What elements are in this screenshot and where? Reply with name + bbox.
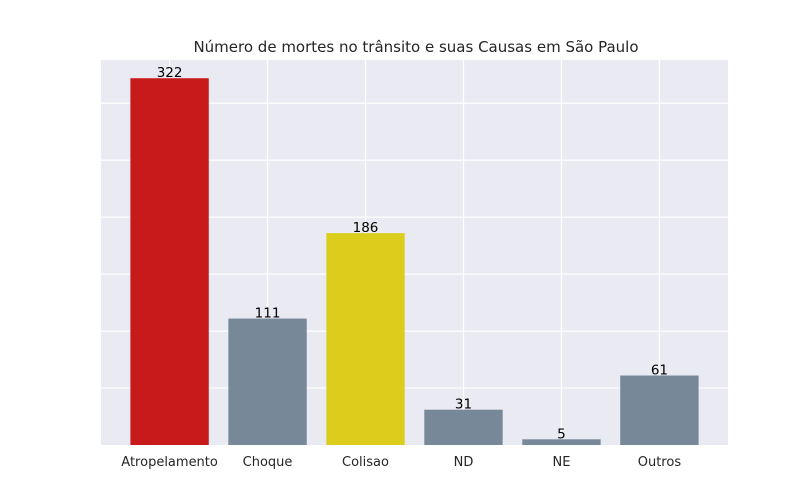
data-label-atropelamento: 322 xyxy=(157,65,183,81)
data-label-ne: 5 xyxy=(557,426,566,442)
bar-outros xyxy=(620,375,699,445)
bar-nd xyxy=(424,409,503,445)
x-tick-label-choque: Choque xyxy=(243,455,293,470)
x-tick-label-atropelamento: Atropelamento xyxy=(121,455,218,470)
bar-colisao xyxy=(326,233,405,445)
data-label-colisao: 186 xyxy=(353,220,379,236)
bars xyxy=(130,78,699,445)
x-tick-label-nd: ND xyxy=(454,455,474,470)
bar-choque xyxy=(228,318,307,445)
chart-title: Número de mortes no trânsito e suas Caus… xyxy=(193,38,638,56)
bar-atropelamento xyxy=(130,78,209,445)
data-label-choque: 111 xyxy=(255,306,281,322)
data-label-nd: 31 xyxy=(455,397,472,413)
x-tick-label-outros: Outros xyxy=(638,455,682,470)
data-label-outros: 61 xyxy=(651,363,668,379)
x-tick-label-colisao: Colisao xyxy=(342,455,389,470)
x-tick-labels: Atropelamento Choque Colisao ND NE Outros xyxy=(121,455,681,470)
bar-ne xyxy=(522,439,601,445)
x-tick-label-ne: NE xyxy=(552,455,570,470)
data-labels: 322 111 186 31 5 61 xyxy=(157,65,668,442)
